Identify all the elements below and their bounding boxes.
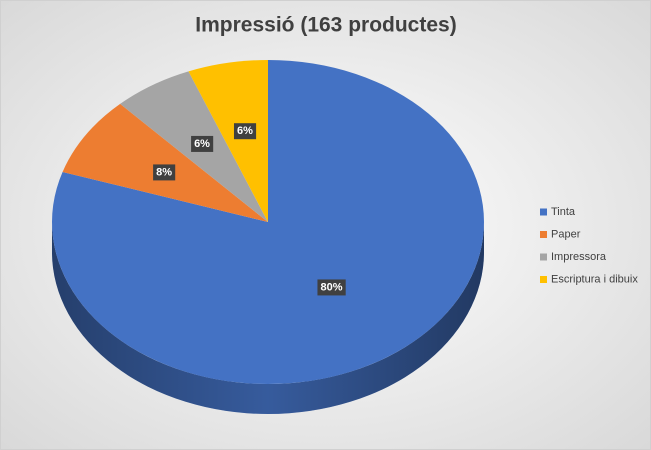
data-label-background: [317, 279, 346, 296]
chart-title: Impressió (163 productes): [195, 14, 456, 37]
pie-side-shade: [52, 222, 484, 414]
pie-slice: [62, 103, 268, 222]
legend-swatch: [540, 231, 547, 238]
pie: [51, 60, 484, 414]
legend-swatch: [540, 208, 547, 216]
data-label: 6%: [237, 125, 253, 137]
legend-label: Escriptura i dibuix: [551, 273, 638, 285]
legend: Tinta Paper Impressora Escriptura i dibuix: [540, 206, 638, 285]
data-label: 80%: [320, 281, 342, 293]
data-label: 6%: [194, 138, 210, 150]
legend-label: Tinta: [551, 206, 576, 218]
legend-swatch: [540, 276, 547, 283]
data-label-background: [191, 135, 214, 152]
data-label-background: [233, 123, 257, 140]
legend-swatch: [540, 253, 547, 261]
legend-label: Paper: [551, 228, 581, 240]
data-labels: 80% 8% 6% 6%: [153, 123, 346, 296]
data-label-background: [153, 164, 176, 181]
pie-slice: [188, 60, 268, 222]
legend-label: Impressora: [551, 251, 607, 263]
data-label: 8%: [156, 166, 172, 178]
